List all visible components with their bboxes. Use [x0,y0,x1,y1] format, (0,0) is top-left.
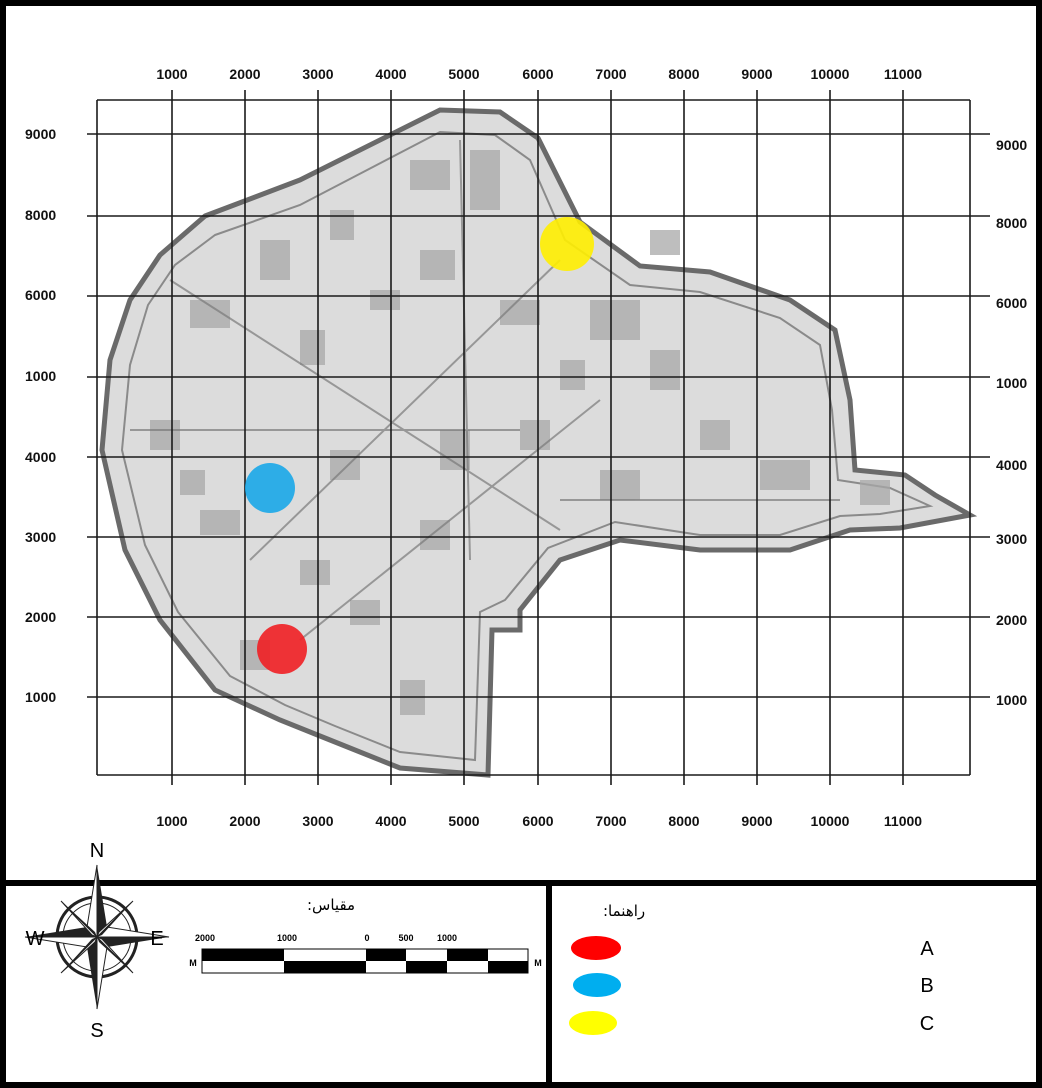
x-tick-bottom: 1000 [156,813,187,829]
x-tick-top: 9000 [741,66,772,82]
x-tick-bottom: 8000 [668,813,699,829]
scale-unit-right: M [534,958,542,968]
legend-swatch-c [569,1011,617,1035]
x-tick-top: 8000 [668,66,699,82]
x-tick-top: 6000 [522,66,553,82]
y-tick-left: 8000 [25,207,56,223]
compass-north: N [90,840,104,862]
legend-swatch-a [571,936,621,960]
compass-east: E [150,928,163,950]
marker-b [245,463,295,513]
y-tick-right: 9000 [996,137,1027,153]
scale-bar: 2000 1000 0 500 1000 M M [189,933,542,974]
city-inner-wall [120,130,934,762]
y-tick-left: 4000 [25,449,56,465]
x-tick-bottom: 5000 [448,813,479,829]
legend-label-b: B [920,975,933,997]
x-tick-bottom: 11000 [884,813,922,829]
x-tick-bottom: 9000 [741,813,772,829]
legend-label-a: A [920,938,934,960]
y-tick-right: 4000 [996,457,1027,473]
x-tick-bottom: 2000 [229,813,260,829]
scale-label-2000: 2000 [195,933,215,943]
x-tick-bottom: 7000 [595,813,626,829]
x-tick-top: 4000 [375,66,406,82]
x-tick-top: 10000 [811,66,850,82]
y-tick-left: 3000 [25,529,56,545]
marker-c [540,217,594,271]
y-tick-left: 2000 [25,609,56,625]
scale-title: مقیاس: [307,896,355,914]
y-tick-left: 6000 [25,287,56,303]
compass-south: S [90,1020,103,1042]
compass-rose-icon: N S E W [24,840,170,1042]
y-tick-right: 1000 [996,375,1027,391]
y-tick-right: 1000 [996,692,1027,708]
scale-label-500: 500 [398,933,413,943]
coordinate-grid [87,90,990,785]
x-tick-top: 7000 [595,66,626,82]
scale-label-1000-left: 1000 [277,933,297,943]
marker-a [257,624,307,674]
x-tick-top: 11000 [884,66,922,82]
y-tick-right: 8000 [996,215,1027,231]
x-tick-top: 3000 [302,66,333,82]
grid-tick-labels: 1000 2000 3000 4000 5000 6000 7000 8000 9000 1000… [25,66,1027,829]
x-tick-bottom: 10000 [811,813,850,829]
y-tick-right: 2000 [996,612,1027,628]
x-tick-top: 5000 [448,66,479,82]
x-tick-top: 2000 [229,66,260,82]
y-tick-right: 6000 [996,295,1027,311]
city-streets [130,139,840,641]
legend-list: A B C [569,936,934,1035]
y-tick-left: 9000 [25,126,56,142]
scale-label-0: 0 [364,933,369,943]
y-tick-left: 1000 [25,689,56,705]
legend-label-c: C [920,1013,934,1035]
legend-title: راهنما: [603,902,645,920]
x-tick-bottom: 4000 [375,813,406,829]
x-tick-top: 1000 [156,66,187,82]
x-tick-bottom: 6000 [522,813,553,829]
y-tick-left: 1000 [25,368,56,384]
x-tick-bottom: 3000 [302,813,333,829]
scale-unit-left: M [189,958,197,968]
legend-swatch-b [573,973,621,997]
y-tick-right: 3000 [996,531,1027,547]
compass-west: W [26,928,45,950]
scale-label-1000-right: 1000 [437,933,457,943]
